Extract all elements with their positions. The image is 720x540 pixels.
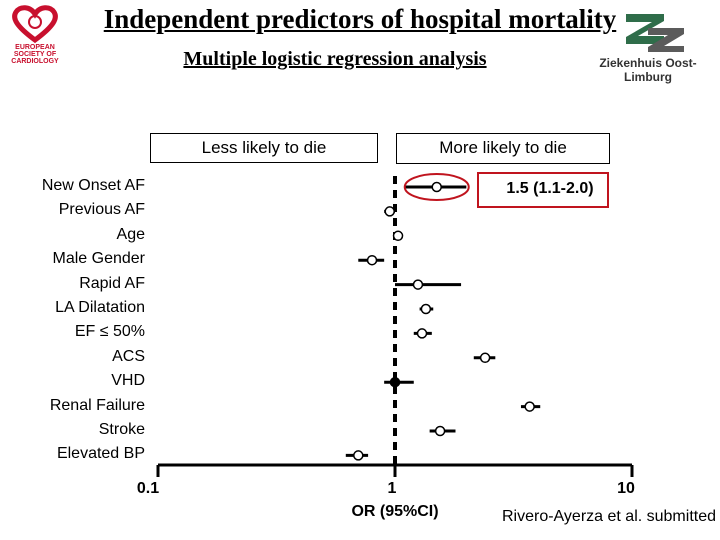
or-point-8	[389, 376, 401, 388]
page-subtitle: Multiple logistic regression analysis	[183, 48, 487, 70]
predictor-label: Stroke	[98, 421, 145, 438]
annotation-box	[477, 172, 609, 208]
highlight-ellipse	[403, 173, 470, 201]
predictor-label: Previous AF	[58, 201, 145, 219]
predictor-label: LA Dilatation	[55, 299, 145, 316]
less-likely-box: Less likely to die	[150, 133, 378, 163]
esc-logo-text: EUROPEAN SOCIETY OF CARDIOLOGY	[11, 44, 59, 65]
page-title: Independent predictors of hospital morta…	[103, 4, 617, 34]
predictor-label: Age	[116, 225, 145, 243]
zol-logo-text: Ziekenhuis Oost-Limburg	[599, 56, 697, 84]
esc-logo: EUROPEAN SOCIETY OF CARDIOLOGY	[6, 4, 64, 70]
predictor-label: New Onset AF	[41, 177, 145, 194]
x-tick-label: 10	[617, 480, 635, 497]
predictor-label: Male Gender	[52, 250, 146, 268]
predictor-label: Elevated BP	[56, 445, 145, 463]
or-point-4	[412, 279, 424, 290]
or-point-7	[479, 352, 491, 364]
or-point-0	[431, 181, 442, 193]
or-point-3	[366, 254, 378, 266]
predictor-label: VHD	[111, 372, 145, 390]
or-point-2	[392, 230, 404, 242]
x-tick-label: 1	[387, 480, 397, 497]
zol-logo	[618, 10, 688, 54]
predictor-label: Renal Failure	[49, 396, 145, 414]
or-point-1	[384, 206, 395, 217]
predictor-label: EF ≤ 50%	[74, 323, 145, 341]
predictor-label: ACS	[112, 347, 145, 365]
or-point-9	[524, 401, 535, 412]
x-axis-label: OR (95%CI)	[351, 503, 439, 520]
more-likely-box: More likely to die	[396, 133, 610, 164]
or-point-11	[353, 450, 364, 461]
or-point-10	[434, 425, 446, 437]
or-point-5	[420, 303, 432, 315]
or-point-6	[416, 328, 428, 339]
x-tick-label: 0.1	[136, 480, 160, 497]
annotation-text: 1.5 (1.1-2.0)	[506, 180, 594, 197]
predictor-label: Rapid AF	[79, 274, 145, 292]
zol-logo-icon	[626, 14, 684, 52]
heart-logo-icon	[12, 5, 58, 44]
citation: Rivero-Ayerza et al. submitted	[501, 508, 716, 525]
